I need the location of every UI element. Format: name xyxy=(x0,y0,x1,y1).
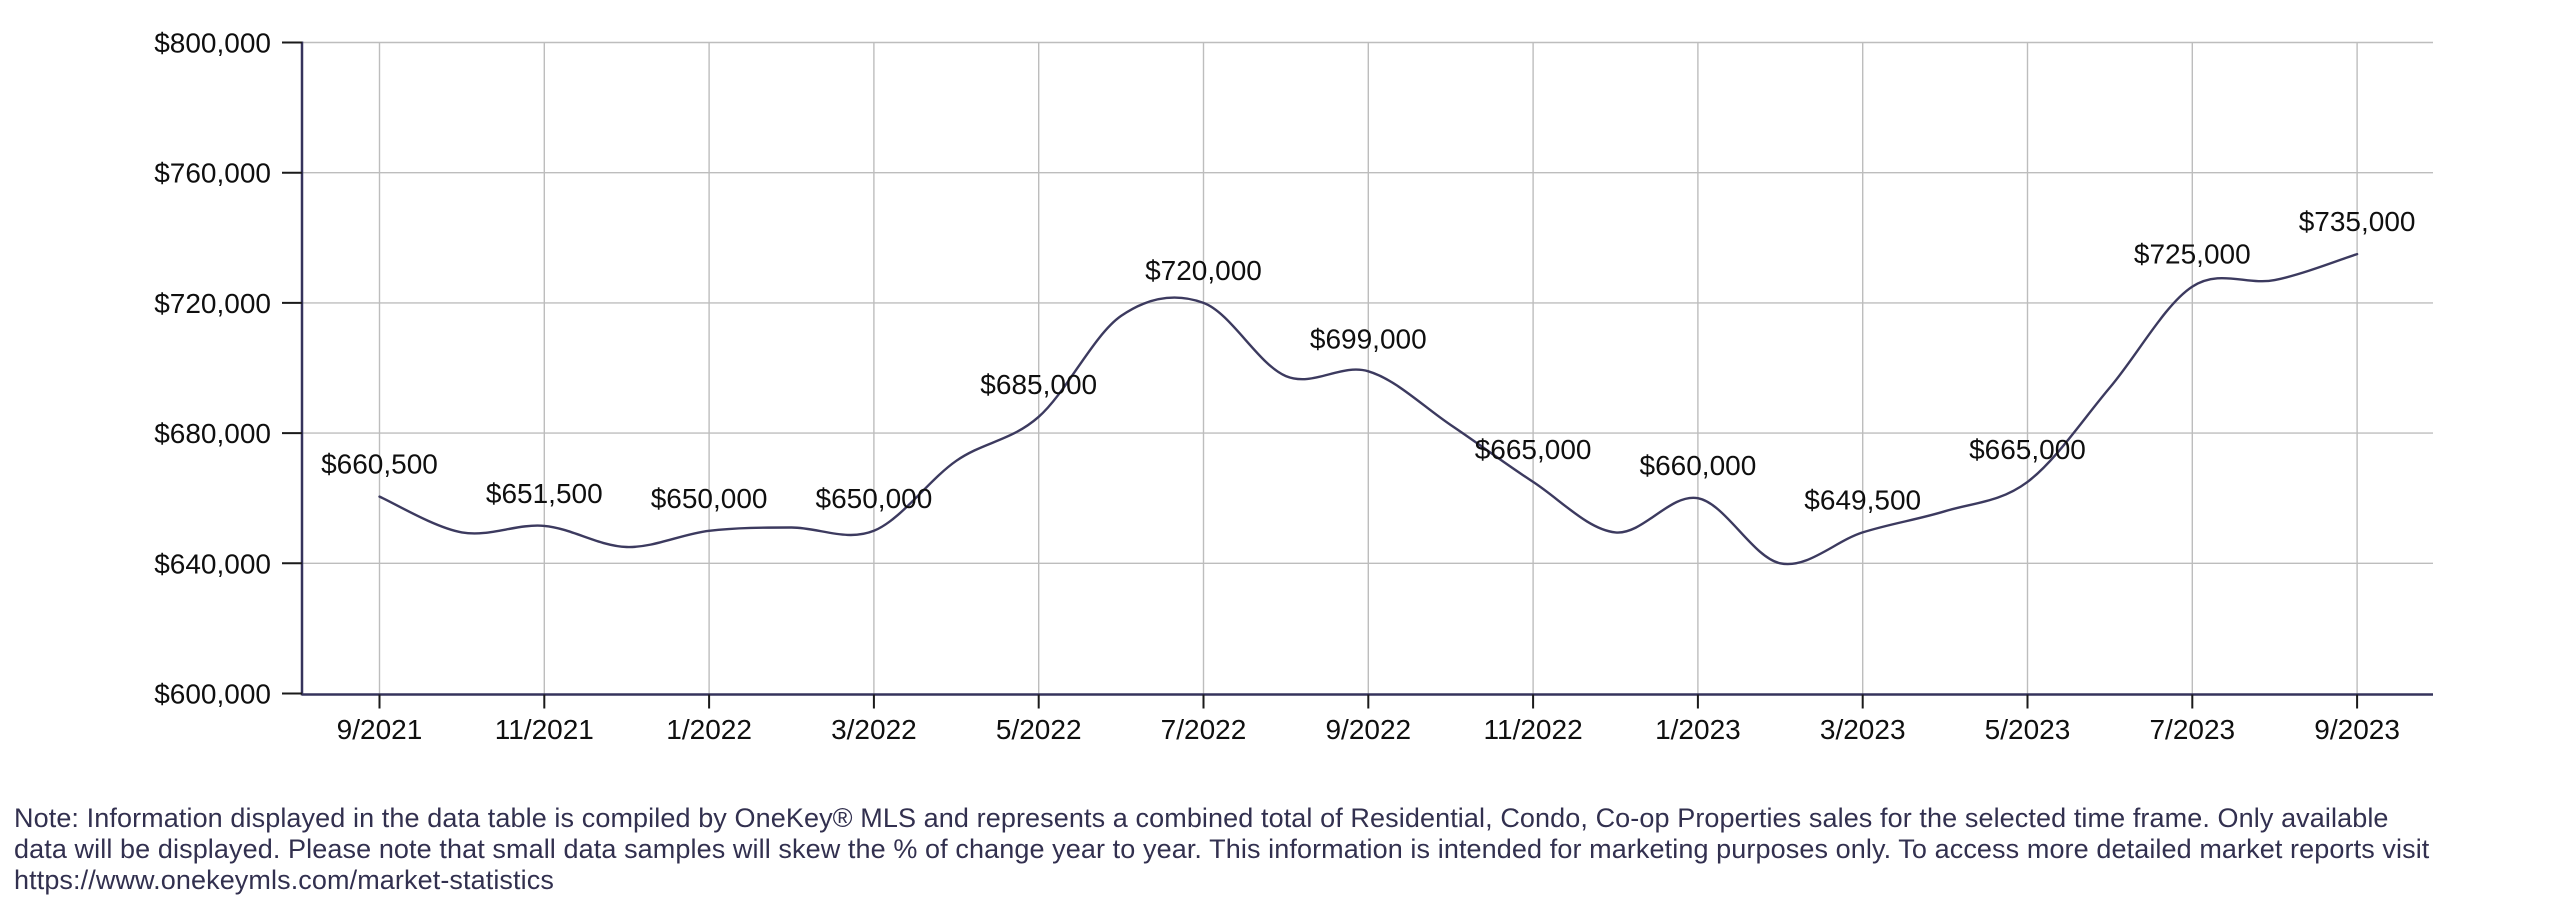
x-axis-label: 3/2022 xyxy=(831,714,917,745)
gridlines xyxy=(302,41,2433,694)
y-axis-labels: $600,000 $640,000 $680,000 $720,000 $760,000… xyxy=(154,28,271,710)
y-axis-label: $680,000 xyxy=(154,418,271,449)
x-axis-label: 5/2023 xyxy=(1985,714,2071,745)
y-axis-label: $600,000 xyxy=(154,679,271,710)
footnote-line-3: https://www.onekeymls.com/market-statist… xyxy=(14,865,554,895)
tick-marks xyxy=(282,41,2359,709)
data-label-11-2022: $665,000 xyxy=(1475,434,1592,465)
y-axis-label: $720,000 xyxy=(154,288,271,319)
data-label-9-2021: $660,500 xyxy=(321,449,438,480)
series xyxy=(378,252,2359,566)
x-axis-label: 9/2023 xyxy=(2314,714,2400,745)
price-curve xyxy=(378,252,2359,566)
x-axis-label: 7/2022 xyxy=(1161,714,1247,745)
x-axis-label: 1/2022 xyxy=(666,714,752,745)
data-label-9-2023: $735,000 xyxy=(2299,206,2416,237)
x-axis-label: 5/2022 xyxy=(996,714,1082,745)
x-axis-label: 11/2021 xyxy=(495,714,594,745)
median-sale-price-line-chart: $600,000 $640,000 $680,000 $720,000 $760,000… xyxy=(154,28,2433,745)
data-label-7-2022: $720,000 xyxy=(1145,255,1262,286)
x-axis-label: 9/2022 xyxy=(1325,714,1411,745)
axes xyxy=(300,41,2433,696)
x-axis-label: 11/2022 xyxy=(1484,714,1583,745)
data-label-11-2021: $651,500 xyxy=(486,478,603,509)
footnote-line-1: Note: Information displayed in the data … xyxy=(14,803,2389,833)
data-label-1-2023: $660,000 xyxy=(1640,450,1757,481)
footnote: Note: Information displayed in the data … xyxy=(14,803,2562,896)
data-label-5-2023: $665,000 xyxy=(1969,434,2086,465)
x-axis-label: 1/2023 xyxy=(1655,714,1741,745)
data-label-3-2023: $649,500 xyxy=(1804,484,1921,515)
x-axis-label: 7/2023 xyxy=(2149,714,2235,745)
data-label-3-2022: $650,000 xyxy=(816,483,933,514)
data-label-5-2022: $685,000 xyxy=(980,369,1097,400)
y-axis-label: $760,000 xyxy=(154,158,271,189)
y-axis-label: $640,000 xyxy=(154,548,271,579)
x-axis-label: 9/2021 xyxy=(337,714,423,745)
data-labels: $660,500 $651,500 $650,000 $650,000 $685,000… xyxy=(321,206,2415,515)
footnote-line-2: data will be displayed. Please note that… xyxy=(14,834,2430,864)
x-axis-labels: 9/2021 11/2021 1/2022 3/2022 5/2022 7/2022 9/2… xyxy=(337,714,2400,745)
data-label-1-2022: $650,000 xyxy=(651,483,768,514)
x-axis-label: 3/2023 xyxy=(1820,714,1906,745)
y-axis-label: $800,000 xyxy=(154,28,271,59)
data-label-9-2022: $699,000 xyxy=(1310,323,1427,354)
data-label-7-2023: $725,000 xyxy=(2134,239,2251,270)
